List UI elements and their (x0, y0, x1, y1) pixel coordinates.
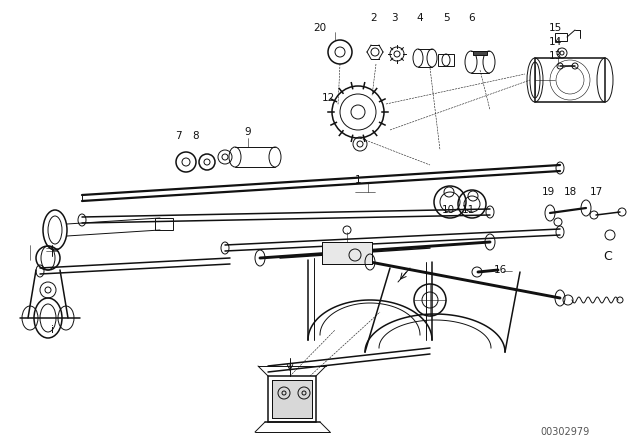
Text: 6: 6 (468, 13, 476, 23)
Bar (322, 242, 372, 264)
Bar (155, 218, 173, 230)
Text: 13: 13 (548, 51, 562, 61)
Text: 18: 18 (563, 187, 577, 197)
Text: 8: 8 (193, 131, 199, 141)
Text: C: C (604, 250, 612, 263)
Bar (268, 376, 316, 422)
Text: 16: 16 (493, 265, 507, 275)
Bar (473, 51, 487, 55)
Text: 14: 14 (548, 37, 562, 47)
Bar (438, 54, 454, 66)
Text: 12: 12 (321, 93, 335, 103)
Text: 1: 1 (355, 175, 362, 185)
Bar (272, 380, 312, 418)
Text: 10: 10 (442, 205, 454, 215)
Text: i: i (51, 325, 54, 335)
Text: 7: 7 (175, 131, 181, 141)
Bar (535, 58, 605, 102)
Text: 11: 11 (461, 205, 475, 215)
Text: 3: 3 (390, 13, 397, 23)
Bar (272, 380, 312, 418)
Text: 4: 4 (417, 13, 423, 23)
Text: 17: 17 (589, 187, 603, 197)
Text: 5: 5 (444, 13, 451, 23)
Text: 19: 19 (541, 187, 555, 197)
Text: 20: 20 (314, 23, 326, 33)
Text: 15: 15 (548, 23, 562, 33)
Text: 9: 9 (244, 127, 252, 137)
Text: 2: 2 (371, 13, 378, 23)
Text: 00302979: 00302979 (540, 427, 589, 437)
Bar (322, 242, 372, 264)
Bar (555, 33, 567, 41)
